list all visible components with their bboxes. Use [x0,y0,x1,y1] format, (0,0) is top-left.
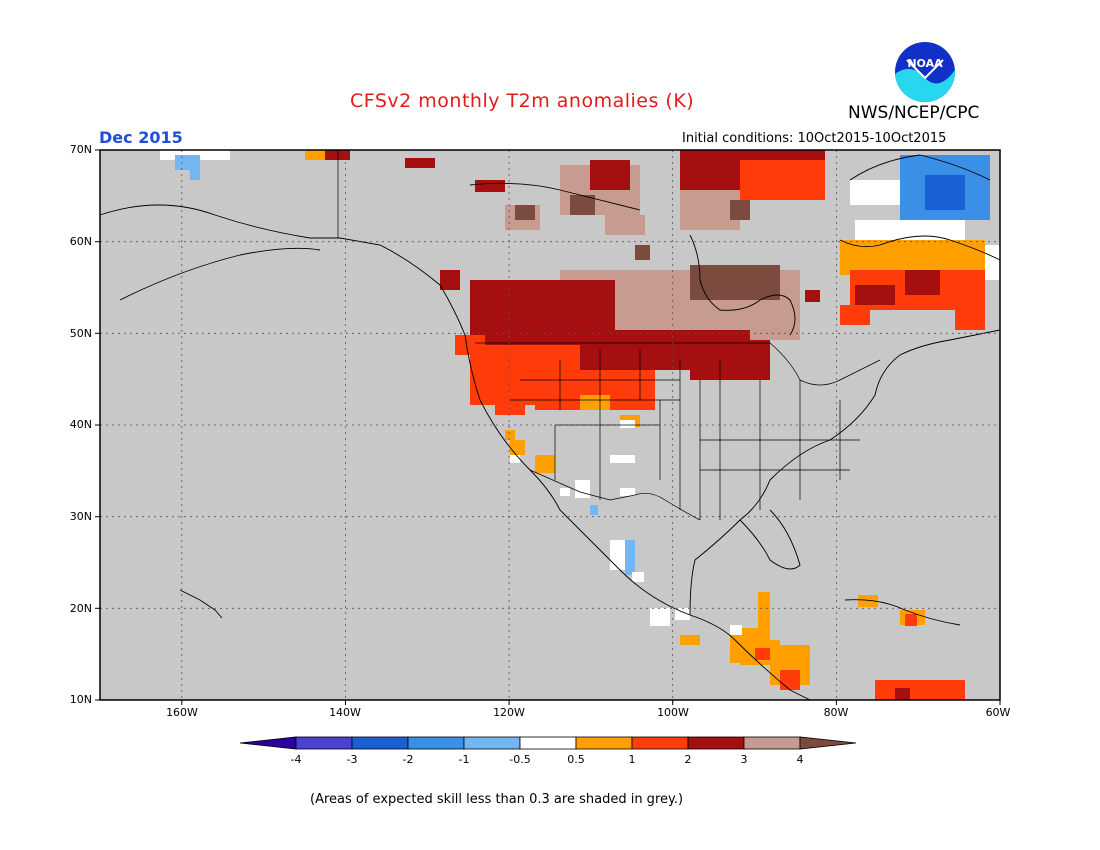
initial-conditions: Initial conditions: 10Oct2015-10Oct2015 [682,131,947,146]
colorbar [239,736,857,750]
colorbar-label: 1 [628,753,636,766]
colorbar-label: -2 [402,753,414,766]
colorbar-arrow-high [799,736,857,750]
colorbar-swatch [631,736,689,750]
coastlines [99,154,1001,701]
lat-label: 70N [69,143,92,156]
logo-text: NOAA [907,57,943,70]
lon-label: 140W [329,706,361,719]
lon-label: 160W [166,706,198,719]
colorbar-swatch [743,736,801,750]
lat-label: 10N [69,693,92,706]
colorbar-swatch [295,736,353,750]
lat-label: 60N [69,235,92,248]
colorbar-label: 2 [684,753,692,766]
colorbar-label: 4 [796,753,804,766]
colorbar-swatch [519,736,577,750]
colorbar-swatch [687,736,745,750]
skill-footnote: (Areas of expected skill less than 0.3 a… [310,792,684,807]
colorbar-label: -0.5 [509,753,531,766]
colorbar-swatch [575,736,633,750]
lat-label: 20N [69,602,92,615]
lon-label: 100W [657,706,689,719]
colorbar-arrow-low [239,736,297,750]
chart-title: CFSv2 monthly T2m anomalies (K) [350,90,695,112]
lon-label: 120W [493,706,525,719]
colorbar-swatch [407,736,465,750]
colorbar-label: 0.5 [567,753,585,766]
noaa-logo: NOAA [895,42,956,103]
graticule [100,150,1000,700]
lat-label: 40N [69,418,92,431]
agency-label: NWS/NCEP/CPC [848,103,980,123]
borders [337,150,881,521]
tick-marks [95,149,1001,705]
lon-label: 80W [823,706,849,719]
colorbar-label: -4 [290,753,302,766]
forecast-period: Dec 2015 [99,128,183,147]
colorbar-label: -1 [458,753,470,766]
lon-label: 60W [985,706,1011,719]
lat-label: 50N [69,327,92,340]
anomaly-cells [160,150,1000,700]
lat-label: 30N [69,510,92,523]
colorbar-swatch [351,736,409,750]
colorbar-swatch [463,736,521,750]
colorbar-label: 3 [740,753,748,766]
colorbar-label: -3 [346,753,358,766]
